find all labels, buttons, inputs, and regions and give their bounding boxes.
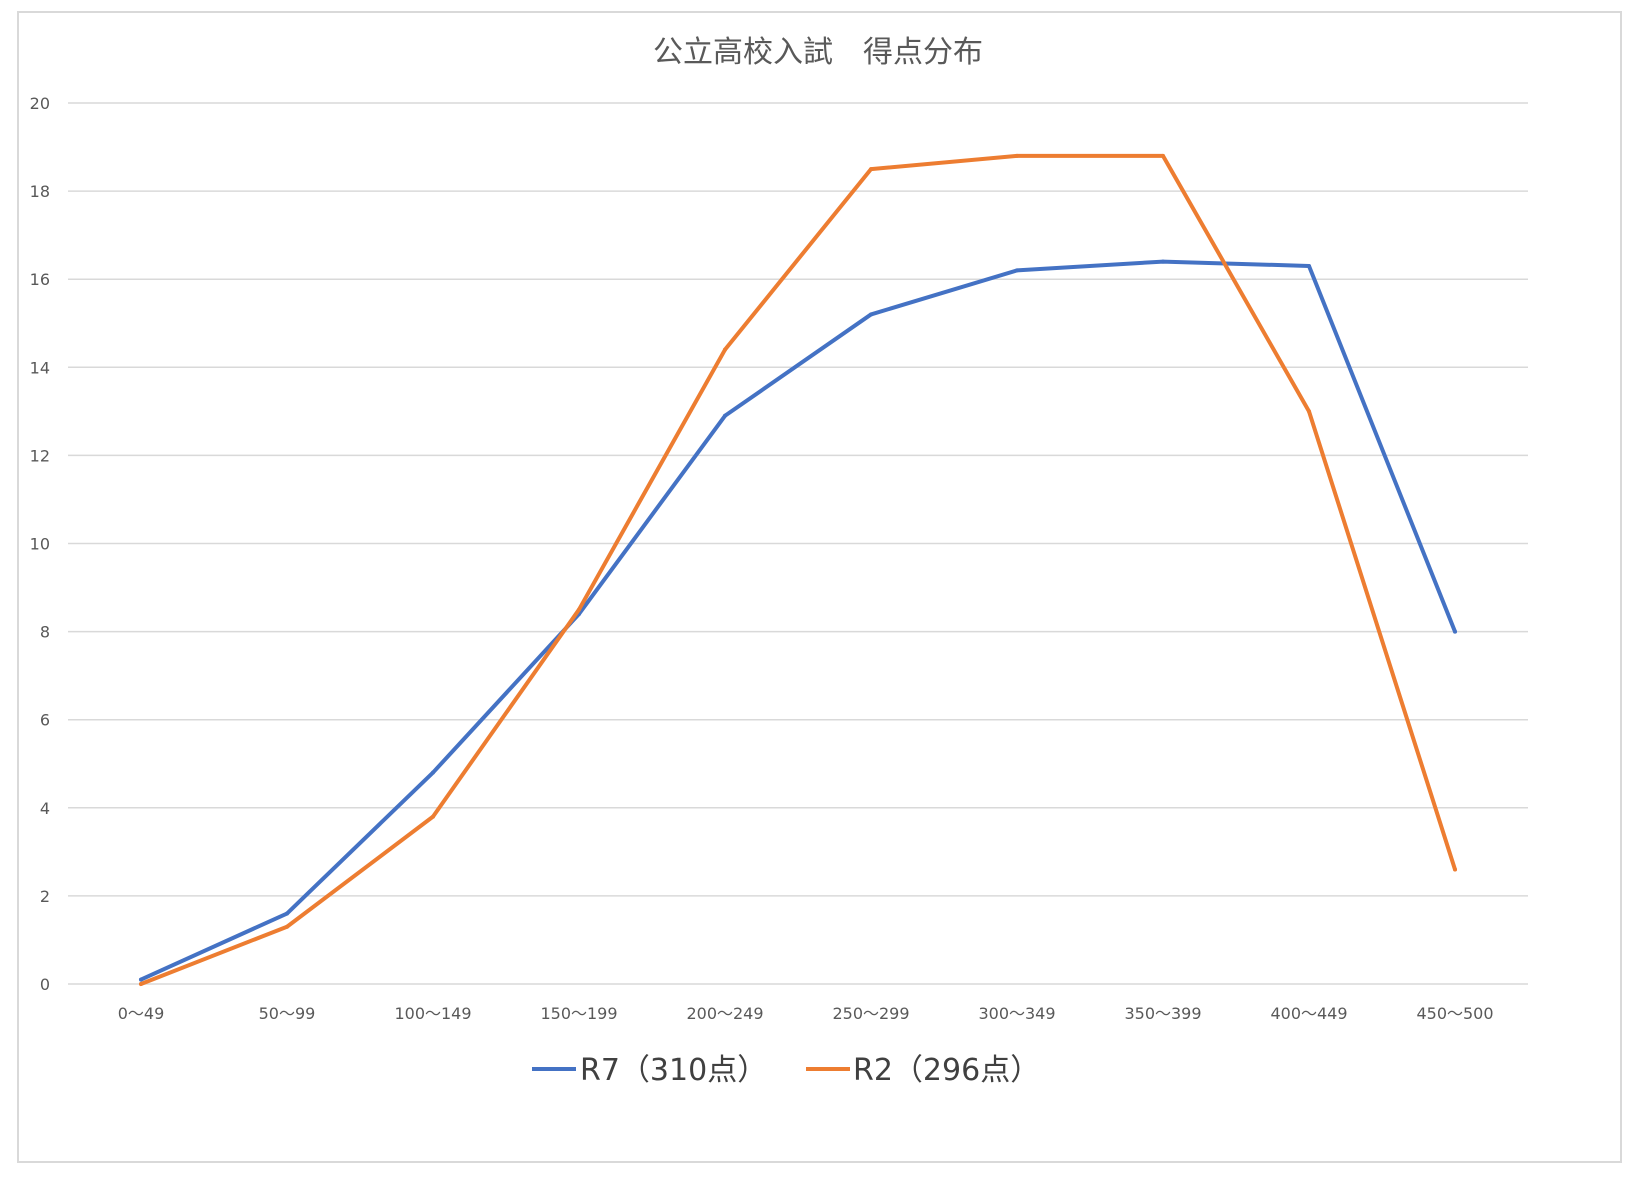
- x-tick-label: 50～99: [259, 1004, 316, 1023]
- data-point: [1453, 867, 1457, 872]
- legend-label: R7（310点）: [580, 1053, 767, 1088]
- data-point: [139, 982, 143, 986]
- x-tick-label: 100～149: [394, 1004, 471, 1023]
- data-point: [869, 312, 873, 317]
- data-point: [1161, 259, 1165, 264]
- y-tick-label: 6: [40, 711, 50, 730]
- y-tick-label: 12: [30, 446, 50, 465]
- chart-frame: [17, 11, 1622, 1163]
- y-tick-label: 20: [30, 94, 50, 113]
- y-tick-label: 10: [30, 535, 50, 554]
- data-point: [1161, 153, 1165, 158]
- data-point: [285, 911, 289, 916]
- series-line-1: [139, 259, 1457, 982]
- x-tick-label: 300～349: [978, 1004, 1055, 1023]
- x-tick-label: 400～449: [1270, 1004, 1347, 1023]
- gridlines: [68, 102, 1528, 985]
- data-point: [723, 347, 727, 352]
- y-tick-label: 16: [30, 270, 50, 289]
- y-axis-ticks: 0 2 4 6 8 10 12 14 16 18 20: [30, 94, 50, 994]
- x-tick-label: 450～500: [1416, 1004, 1493, 1023]
- x-tick-label: 250～299: [832, 1004, 909, 1023]
- data-point: [1015, 153, 1019, 158]
- y-tick-label: 18: [30, 182, 50, 201]
- data-point: [723, 413, 727, 418]
- y-tick-label: 2: [40, 887, 50, 906]
- series-lines: [139, 153, 1457, 986]
- x-tick-label: 200～249: [686, 1004, 763, 1023]
- data-point: [1453, 629, 1457, 634]
- legend: R7（310点） R2（296点）: [532, 1053, 1040, 1088]
- y-tick-label: 14: [30, 358, 50, 377]
- series-line-2: [139, 153, 1457, 986]
- data-point: [577, 607, 581, 612]
- chart-title: 公立高校入試 得点分布: [653, 35, 983, 70]
- data-point: [139, 977, 143, 982]
- data-point: [869, 167, 873, 172]
- data-point: [431, 770, 435, 775]
- data-point: [431, 814, 435, 819]
- x-axis-ticks: 0～49 50～99 100～149 150～199 200～249 250～299 300…: [118, 1004, 1494, 1023]
- data-point: [1015, 268, 1019, 273]
- y-tick-label: 8: [40, 623, 50, 642]
- legend-label: R2（296点）: [853, 1053, 1040, 1088]
- y-tick-label: 4: [40, 799, 50, 818]
- data-point: [285, 924, 289, 929]
- x-tick-label: 150～199: [540, 1004, 617, 1023]
- data-point: [1307, 409, 1311, 414]
- x-tick-label: 350～399: [1124, 1004, 1201, 1023]
- x-tick-label: 0～49: [118, 1004, 165, 1023]
- y-tick-label: 0: [40, 975, 50, 994]
- data-point: [1307, 263, 1311, 268]
